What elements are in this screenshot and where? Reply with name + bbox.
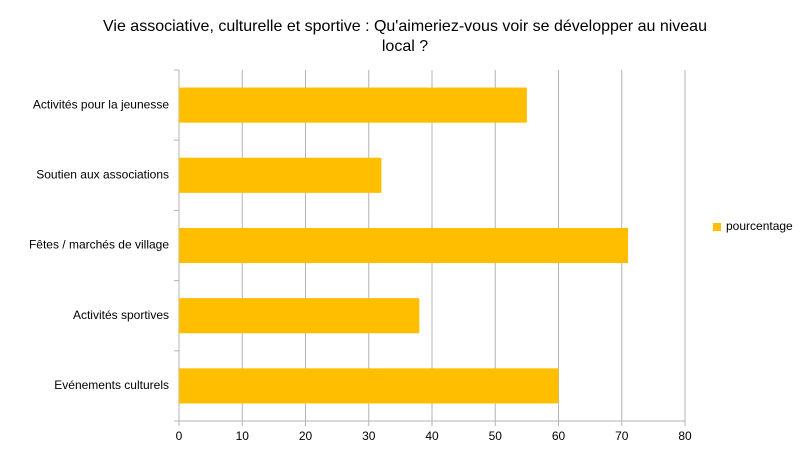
x-tick-label: 60	[552, 429, 566, 443]
y-tick-label: Fêtes / marchés de village	[29, 238, 169, 252]
x-tick-label: 40	[425, 429, 439, 443]
x-tick-label: 70	[615, 429, 629, 443]
y-tick-label: Soutien aux associations	[36, 167, 169, 181]
chart-title: Vie associative, culturelle et sportive …	[103, 18, 707, 55]
x-tick-label: 50	[489, 429, 503, 443]
bar	[179, 87, 527, 123]
x-tick-label: 30	[362, 429, 376, 443]
x-tick-label: 10	[236, 429, 250, 443]
legend-swatch	[713, 223, 721, 231]
bar	[179, 298, 420, 334]
x-tick-label: 20	[299, 429, 313, 443]
bar	[179, 157, 382, 193]
x-tick-label: 80	[678, 429, 692, 443]
bar	[179, 368, 559, 404]
legend-label: pourcentage	[726, 219, 793, 233]
y-tick-label: Activités pour la jeunesse	[33, 97, 169, 111]
y-tick-label: Activités sportives	[73, 308, 169, 322]
x-tick-label: 0	[176, 429, 183, 443]
bar	[179, 227, 629, 264]
y-tick-label: Evénements culturels	[54, 378, 169, 392]
